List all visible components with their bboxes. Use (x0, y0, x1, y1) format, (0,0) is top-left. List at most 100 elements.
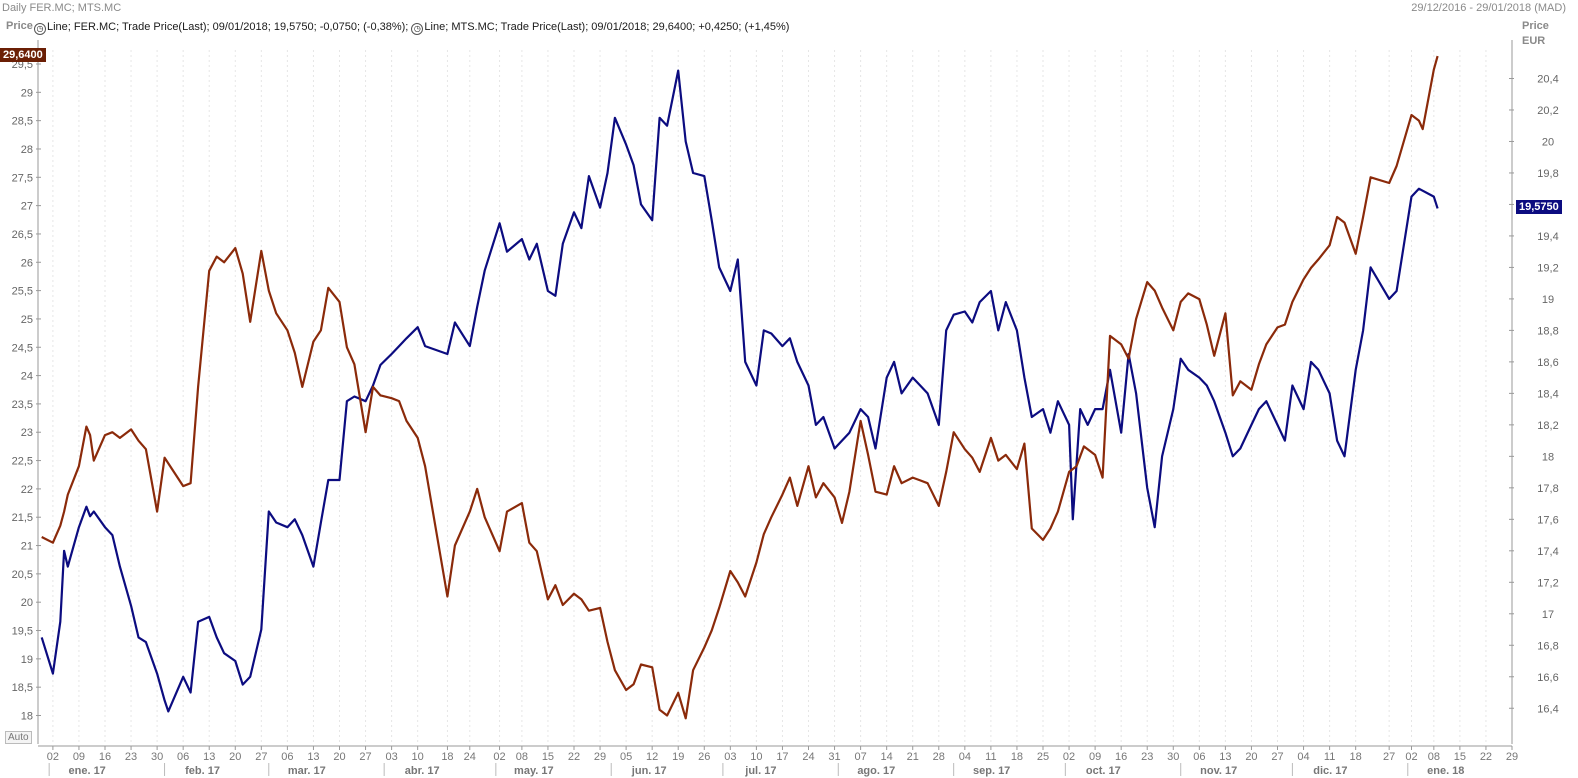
month-label: abr. 17 (405, 765, 440, 777)
x-tick-label: 02 (493, 751, 505, 763)
series-line-fer-mc (40, 69, 1439, 713)
left-tick-label: 23 (21, 427, 33, 439)
right-tick-label: 20 (1542, 136, 1554, 148)
x-tick-label: 06 (177, 751, 189, 763)
right-tick-label: 16,8 (1537, 640, 1558, 652)
left-tick-label: 20,5 (12, 569, 33, 581)
x-tick-label: 27 (1271, 751, 1283, 763)
right-tick-label: 19,2 (1537, 262, 1558, 274)
x-tick-label: 20 (229, 751, 241, 763)
x-tick-label: 27 (255, 751, 267, 763)
x-tick-label: 30 (151, 751, 163, 763)
right-tick-label: 19,4 (1537, 231, 1558, 243)
x-tick-label: 30 (1167, 751, 1179, 763)
left-tick-label: 20 (21, 597, 33, 609)
left-tick-label: 22 (21, 484, 33, 496)
x-tick-label: 18 (441, 751, 453, 763)
left-tick-label: 27,5 (12, 172, 33, 184)
x-tick-label: 25 (1037, 751, 1049, 763)
month-label: jul. 17 (744, 765, 776, 777)
x-tick-label: 24 (802, 751, 814, 763)
right-tick-label: 18,8 (1537, 325, 1558, 337)
date-axis: 02 09 16 23 30 06 13 20 27 06 13 20 27 03 10 18 24 02 08 15… (38, 745, 1518, 777)
x-tick-label: 13 (1219, 751, 1231, 763)
x-tick-label: 05 (620, 751, 632, 763)
left-tick-label: 26 (21, 257, 33, 269)
x-tick-label: 27 (1383, 751, 1395, 763)
left-tick-label: 19 (21, 654, 33, 666)
right-tick-label: 16,6 (1537, 672, 1558, 684)
x-tick-label: 10 (412, 751, 424, 763)
x-tick-label: 26 (698, 751, 710, 763)
x-tick-label: 03 (724, 751, 736, 763)
x-tick-label: 08 (1428, 751, 1440, 763)
month-label: sep. 17 (973, 765, 1010, 777)
right-tick-label: 17,4 (1537, 546, 1558, 558)
month-label: ene. 18 (1427, 765, 1464, 777)
month-label: oct. 17 (1086, 765, 1121, 777)
x-tick-label: 28 (933, 751, 945, 763)
left-tick-label: 28,5 (12, 116, 33, 128)
x-tick-label: 18 (1011, 751, 1023, 763)
left-tick-label: 28 (21, 144, 33, 156)
right-tick-label: 19,8 (1537, 168, 1558, 180)
series-line-mts-mc (41, 55, 1439, 720)
last-price-badge-mts: 29,6400 (0, 48, 46, 63)
right-tick-label: 18 (1542, 451, 1554, 463)
right-tick-label: 17 (1542, 609, 1554, 621)
month-label: jun. 17 (631, 765, 667, 777)
x-tick-label: 04 (1297, 751, 1309, 763)
right-tick-label: 19 (1542, 294, 1554, 306)
x-tick-label: 16 (99, 751, 111, 763)
x-tick-label: 22 (568, 751, 580, 763)
month-label: dic. 17 (1313, 765, 1347, 777)
right-tick-label: 20,4 (1537, 73, 1558, 85)
chart-legend: ◷ Line; FER.MC; Trade Price(Last); 09/01/… (34, 21, 789, 35)
clock-icon: ◷ (411, 23, 424, 35)
x-tick-label: 15 (1454, 751, 1466, 763)
x-tick-label: 03 (385, 751, 397, 763)
right-price-axis: 16,4 16,6 16,8 17 17,2 17,4 17,6 17,8 18 18,2 18,4… (1509, 40, 1559, 744)
chart-title: Daily FER.MC; MTS.MC (2, 2, 122, 14)
x-tick-label: 12 (646, 751, 658, 763)
legend-item-mts[interactable]: ◷ Line; MTS.MC; Trade Price(Last); 09/01/… (411, 21, 790, 35)
left-tick-label: 21 (21, 541, 33, 553)
left-tick-label: 22,5 (12, 456, 33, 468)
right-tick-label: 17,8 (1537, 483, 1558, 495)
month-label: ago. 17 (857, 765, 895, 777)
x-tick-label: 22 (1480, 751, 1492, 763)
auto-scale-button[interactable]: Auto (5, 731, 32, 744)
legend-label: Line; MTS.MC; Trade Price(Last); 09/01/2… (424, 21, 790, 33)
month-label: feb. 17 (185, 765, 220, 777)
x-tick-label: 09 (1089, 751, 1101, 763)
x-tick-label: 13 (307, 751, 319, 763)
left-tick-label: 24,5 (12, 342, 33, 354)
right-axis-unit: EUR (1522, 35, 1546, 47)
x-tick-label: 13 (203, 751, 215, 763)
left-tick-label: 21,5 (12, 512, 33, 524)
x-tick-label: 21 (907, 751, 919, 763)
x-tick-label: 24 (464, 751, 476, 763)
x-tick-label: 29 (1506, 751, 1518, 763)
right-axis-title: Price (1522, 20, 1549, 32)
x-tick-label: 18 (1350, 751, 1362, 763)
x-tick-label: 02 (1405, 751, 1417, 763)
x-tick-label: 14 (881, 751, 893, 763)
left-tick-label: 23,5 (12, 399, 33, 411)
chart-vertical-grid (52, 50, 1513, 742)
chart-series (40, 55, 1439, 720)
x-tick-label: 20 (1245, 751, 1257, 763)
legend-item-fer[interactable]: ◷ Line; FER.MC; Trade Price(Last); 09/01/… (34, 21, 409, 35)
x-tick-label: 17 (776, 751, 788, 763)
x-tick-label: 19 (672, 751, 684, 763)
month-label: may. 17 (514, 765, 554, 777)
x-tick-label: 29 (594, 751, 606, 763)
date-range: 29/12/2016 - 29/01/2018 (MAD) (1411, 2, 1566, 14)
x-tick-label: 23 (125, 751, 137, 763)
month-label: nov. 17 (1200, 765, 1237, 777)
legend-label: Line; FER.MC; Trade Price(Last); 09/01/2… (47, 21, 409, 33)
x-tick-label: 11 (1324, 751, 1335, 763)
left-price-axis: 18 18,5 19 19,5 20 20,5 21 21,5 22 22,5 23 23,5 24 24… (12, 40, 41, 744)
clock-icon: ◷ (34, 23, 46, 35)
x-tick-label: 15 (542, 751, 554, 763)
